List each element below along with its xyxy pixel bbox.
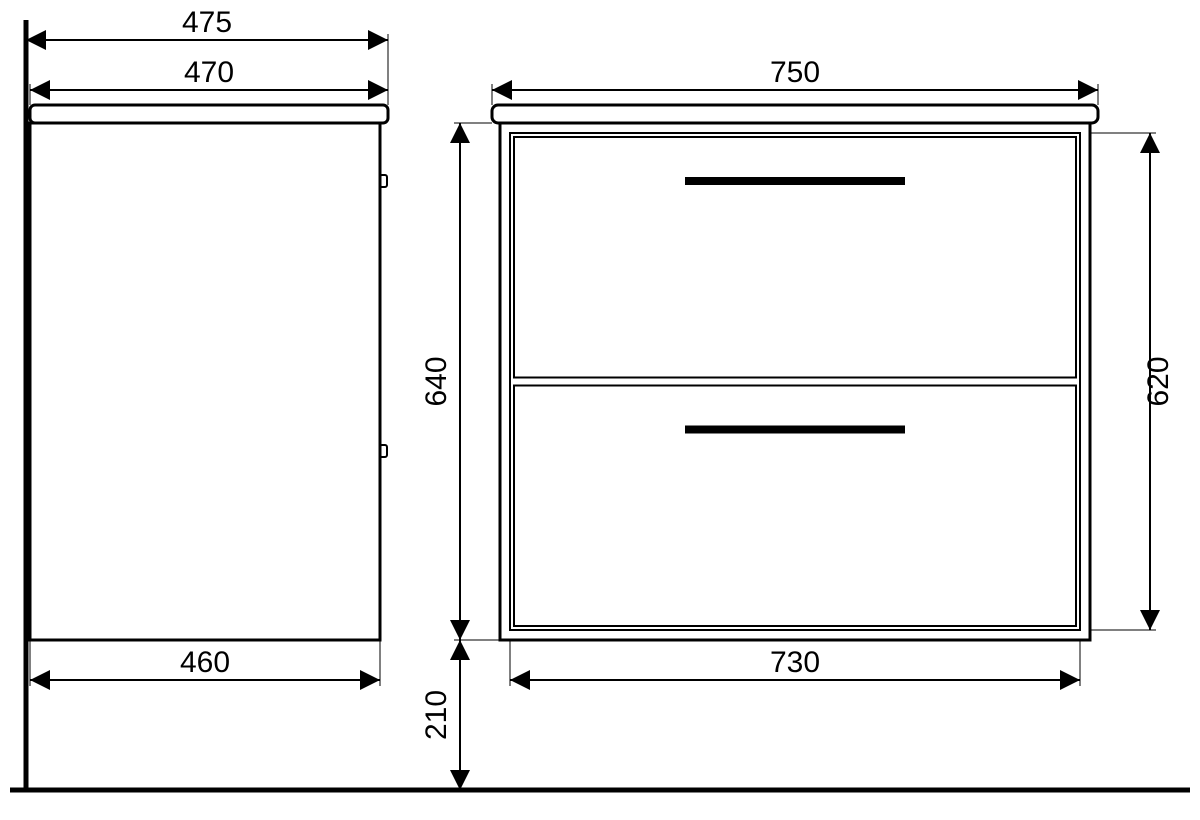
dim-730: 730 [770,646,820,679]
technical-drawing: 475 470 460 750 730 640 620 210 [0,0,1200,820]
dim-460: 460 [180,646,230,679]
dim-750: 750 [770,56,820,89]
dim-210: 210 [420,690,453,740]
dim-470: 470 [184,56,234,89]
dim-640: 640 [420,356,453,406]
dim-475: 475 [182,6,232,39]
dim-620: 620 [1142,356,1175,406]
